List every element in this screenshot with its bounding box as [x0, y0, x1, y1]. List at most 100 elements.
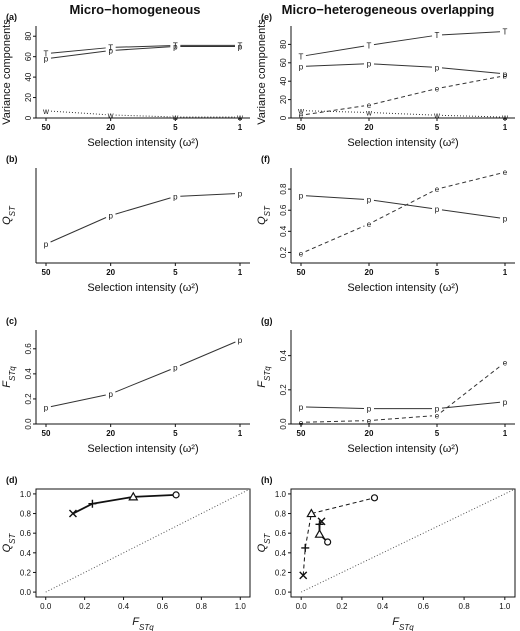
series-line-f-1-2	[441, 172, 501, 189]
data-point-a-1-0: p	[44, 55, 49, 64]
x-tick-label-c-2: 5	[173, 429, 178, 438]
y-tick-label-d-1: 0.2	[20, 568, 32, 577]
x-tick-label-a-0: 50	[42, 123, 51, 132]
x-tick-label-d-2: 0.4	[118, 602, 130, 611]
series-line-e-0-0	[305, 45, 365, 57]
data-point-b-0-1: p	[108, 212, 113, 221]
data-point-a-0-2: T	[173, 41, 178, 50]
panel-label-c: (c)	[6, 316, 17, 326]
data-point-g-1-0: e	[299, 418, 304, 427]
x-axis-label-d: FSTq	[132, 616, 154, 631]
data-point-a-2-0: w	[42, 107, 49, 116]
data-point-f-1-1: e	[367, 220, 372, 229]
data-point-g-1-3: e	[503, 358, 508, 367]
x-tick-label-g-2: 5	[435, 429, 440, 438]
y-tick-label-f-1: 0.4	[279, 225, 288, 237]
y-tick-label-d-5: 1.0	[20, 490, 32, 499]
y-tick-label-e-2: 40	[279, 76, 288, 85]
x-tick-label-h-2: 0.4	[377, 602, 389, 611]
data-point-f-0-1: p	[367, 196, 372, 205]
data-point-e-3-0: w	[297, 107, 304, 116]
x-tick-label-h-3: 0.6	[418, 602, 430, 611]
series-line-e-1-1	[373, 63, 433, 68]
panel-label-a: (a)	[6, 12, 17, 22]
x-tick-label-d-1: 0.2	[79, 602, 91, 611]
series-line-f-1-1	[373, 190, 433, 223]
y-tick-label-g-1: 0.2	[279, 384, 288, 396]
series-line-f-1-0	[305, 225, 365, 252]
data-point-f-1-3: e	[503, 168, 508, 177]
data-point-e-1-3: p	[503, 70, 508, 79]
data-point-a-2-1: w	[107, 111, 114, 120]
x-tick-label-e-0: 50	[297, 123, 306, 132]
panel-d: (d) QST 0.0 0.2 0.4 0.6 0.8 1.0 0.0 0.2 0.4 0.6 0.8 1…	[1, 475, 251, 631]
series-line-e-0-2	[441, 31, 501, 36]
y-axis-label-f: QST	[256, 205, 272, 225]
x-tick-label-h-4: 0.8	[459, 602, 471, 611]
y-tick-label-h-4: 0.8	[275, 510, 287, 519]
data-point-f-1-2: e	[435, 185, 440, 194]
y-tick-label-f-3: 0.8	[279, 183, 288, 195]
series-line-g-0-2	[441, 401, 501, 409]
x-tick-label-f-1: 20	[365, 268, 374, 277]
data-point-c-0-3: p	[238, 336, 243, 345]
data-point-e-3-3: w	[501, 113, 508, 122]
x-axis-label-e: Selection intensity (ω²)	[347, 137, 458, 149]
series-line-c-0-1	[115, 369, 171, 393]
y-axis-label-g: FSTq	[256, 366, 272, 388]
y-axis-label-a: Variance components	[1, 19, 13, 125]
diagonal-line-d	[45, 488, 251, 593]
data-point-e-1-0: p	[299, 62, 304, 71]
x-axis-label-h: FSTq	[392, 616, 414, 631]
y-tick-label-h-5: 1.0	[275, 490, 287, 499]
data-point-d-0-0	[68, 509, 77, 518]
x-axis-label-c: Selection intensity (ω²)	[87, 443, 198, 455]
series-line-b-0-1	[115, 197, 171, 215]
data-point-h-1-1	[315, 520, 324, 529]
series-line-f-0-0	[305, 195, 365, 200]
y-axis-label-e: Variance components	[256, 19, 268, 125]
series-line-g-1-0	[305, 420, 365, 423]
x-tick-label-b-0: 50	[42, 268, 51, 277]
x-tick-label-e-3: 1	[503, 123, 508, 132]
series-line-e-3-0	[305, 110, 365, 113]
data-point-g-0-0: p	[299, 403, 304, 412]
y-tick-label-h-0: 0.0	[275, 588, 287, 597]
y-tick-label-e-3: 60	[279, 58, 288, 67]
data-point-f-0-2: p	[435, 205, 440, 214]
y-tick-label-h-3: 0.6	[275, 529, 287, 538]
title-right: Micro−heterogeneous overlapping	[282, 2, 495, 17]
series-line-a-1-0	[50, 50, 106, 59]
x-tick-label-a-1: 20	[106, 123, 115, 132]
data-point-b-0-2: p	[173, 193, 178, 202]
data-point-h-0-0	[299, 571, 308, 580]
data-point-b-0-3: p	[238, 189, 243, 198]
y-tick-label-d-0: 0.0	[20, 588, 32, 597]
y-tick-label-d-2: 0.4	[20, 549, 32, 558]
x-tick-label-d-3: 0.6	[157, 602, 169, 611]
data-point-e-2-3: e	[503, 72, 508, 81]
data-point-c-0-2: p	[173, 364, 178, 373]
y-tick-label-a-1: 20	[24, 93, 33, 102]
x-tick-label-h-1: 0.2	[336, 602, 348, 611]
series-line-b-0-2	[180, 193, 236, 197]
data-point-g-1-1: e	[367, 417, 372, 426]
y-tick-label-g-0: 0.0	[279, 418, 288, 430]
x-axis-label-g: Selection intensity (ω²)	[347, 443, 458, 455]
series-line-g-0-0	[305, 406, 365, 409]
y-tick-label-a-3: 60	[24, 52, 33, 61]
x-tick-label-d-0: 0.0	[40, 602, 52, 611]
y-axis-label-b: QST	[1, 205, 17, 225]
panel-label-f: (f)	[261, 154, 270, 164]
y-tick-label-c-1: 0.2	[24, 393, 33, 405]
series-line-a-1-1	[115, 46, 171, 51]
x-tick-label-g-0: 50	[297, 429, 306, 438]
x-tick-label-c-3: 1	[238, 429, 243, 438]
series-line-a-0-0	[50, 47, 106, 54]
panel-f: (f) QST 0.2 0.4 0.6 0.8 50 20 5 1 Selection intens…	[256, 154, 515, 294]
x-tick-label-h-5: 1.0	[499, 602, 511, 611]
series-line-a-0-1	[115, 45, 171, 48]
data-point-e-2-0: e	[299, 111, 304, 120]
data-point-b-0-0: p	[44, 240, 49, 249]
